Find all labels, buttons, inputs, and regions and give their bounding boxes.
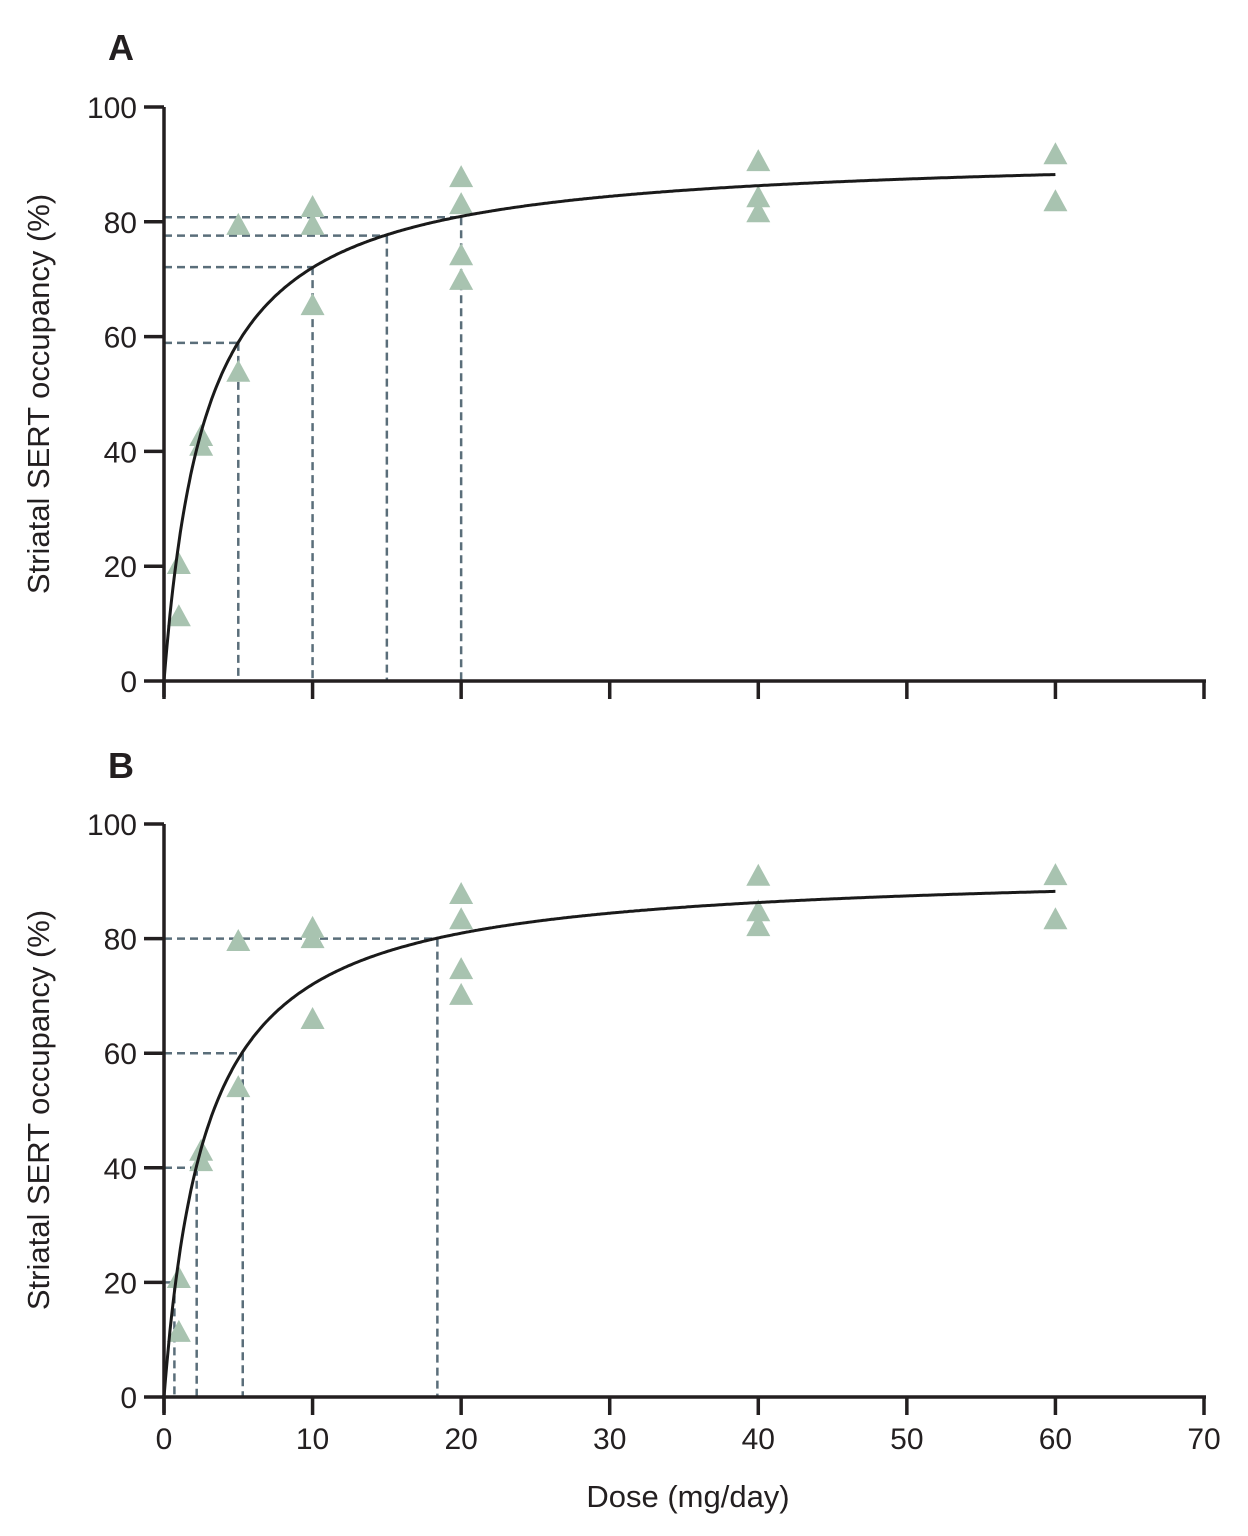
fit-curve (162, 889, 1056, 1398)
y-tick-label: 60 (104, 322, 137, 355)
y-axis-title: Striatal SERT occupancy (%) (21, 194, 56, 594)
data-point-triangle (449, 165, 474, 188)
y-tick-label: 100 (87, 809, 137, 842)
data-point-triangle (300, 1006, 325, 1029)
panel-label: B (108, 745, 134, 786)
x-tick-label: 60 (1039, 1423, 1072, 1456)
panel-a: A 0 20 40 60 80 100 Striatal SERT occupancy (%) (21, 27, 1206, 699)
x-tick-label: 50 (890, 1423, 923, 1456)
y-tick-label: 40 (104, 436, 137, 469)
y-tick-label: 0 (120, 666, 137, 699)
data-point-triangle (746, 899, 771, 922)
y-axis-title: Striatal SERT occupancy (%) (21, 910, 56, 1310)
data-point-triangle (1043, 863, 1068, 886)
data-point-triangle (449, 267, 474, 290)
data-point-triangle (300, 195, 325, 218)
data-point-triangle (166, 552, 191, 575)
panel-b: B 0 20 40 60 80 100 0 10 20 30 40 50 60 70 Striatal SER… (21, 745, 1221, 1514)
data-point-triangle (449, 907, 474, 930)
data-point-triangle (300, 212, 325, 235)
data-point-triangle (226, 212, 251, 235)
x-tick-label: 30 (593, 1423, 626, 1456)
y-tick-label: 40 (104, 1153, 137, 1186)
data-point-triangle (449, 243, 474, 266)
y-tick-label: 20 (104, 551, 137, 584)
data-point-triangle (300, 926, 325, 949)
data-point-triangle (746, 914, 771, 937)
data-point-triangle (226, 929, 251, 952)
data-point-triangle (449, 192, 474, 215)
data-point-triangle (1043, 189, 1068, 212)
y-tick-label: 60 (104, 1038, 137, 1071)
y-tick-label: 80 (104, 924, 137, 957)
data-point-triangle (746, 149, 771, 172)
data-point-triangle (449, 957, 474, 980)
x-tick-label: 0 (156, 1423, 173, 1456)
data-point-triangle (166, 1265, 191, 1288)
data-point-triangle (449, 882, 474, 905)
y-tick-label: 80 (104, 207, 137, 240)
data-point-triangle (1043, 142, 1068, 165)
x-axis-title: Dose (mg/day) (586, 1479, 789, 1514)
data-point-triangle (166, 604, 191, 627)
data-point-triangle (300, 293, 325, 316)
y-tick-label: 100 (87, 92, 137, 125)
x-tick-label: 20 (444, 1423, 477, 1456)
x-tick-label: 40 (742, 1423, 775, 1456)
x-tick-label: 70 (1187, 1423, 1220, 1456)
x-tick-label: 10 (296, 1423, 329, 1456)
data-point-triangle (166, 1319, 191, 1342)
data-point-triangle (226, 1075, 251, 1098)
y-tick-label: 0 (120, 1382, 137, 1415)
data-point-triangle (746, 863, 771, 886)
y-tick-label: 20 (104, 1267, 137, 1300)
fit-curve (162, 173, 1056, 682)
data-point-triangle (746, 200, 771, 223)
data-point-triangle (226, 359, 251, 382)
panel-label: A (108, 27, 134, 68)
data-point-triangle (1043, 907, 1068, 930)
data-point-triangle (746, 185, 771, 208)
data-point-triangle (449, 982, 474, 1005)
